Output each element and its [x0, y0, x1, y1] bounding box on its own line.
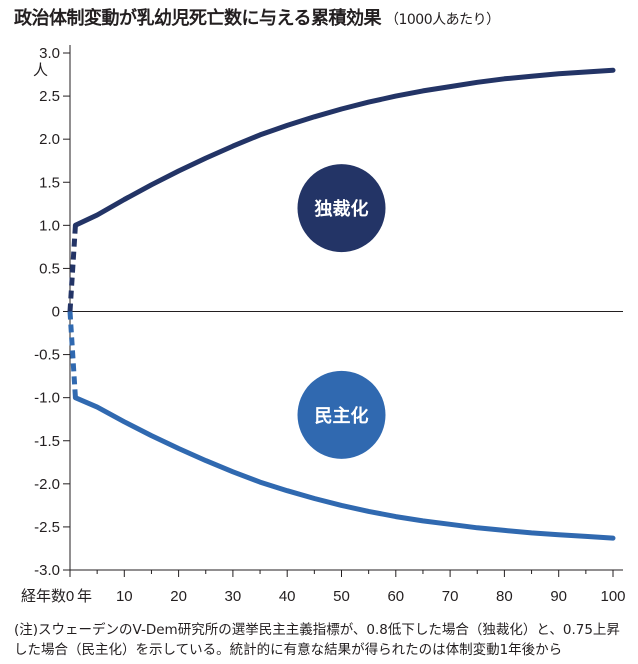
chart-title-text: 政治体制変動が乳幼児死亡数に与える累積効果	[14, 8, 381, 29]
x-axis-label: 経年数	[21, 588, 66, 605]
y-tick-label: -2.0	[34, 476, 60, 493]
series-line	[72, 395, 616, 541]
y-tick-label: 1.5	[39, 174, 60, 191]
y-tick-label: -2.5	[34, 519, 60, 536]
y-tick-label: -0.5	[34, 347, 60, 364]
x-tick-label: 30	[225, 588, 242, 605]
chart-subtitle: （1000人あたり）	[384, 12, 500, 28]
x-tick-label: 60	[387, 588, 404, 605]
y-tick-label: 2.0	[39, 131, 60, 148]
series-label-circle	[297, 164, 386, 253]
series-jump-dashed	[67, 311, 78, 398]
x-tick-label: 20	[170, 588, 187, 605]
y-tick-label: 0.5	[39, 260, 60, 277]
y-tick-label: 1.0	[39, 217, 60, 234]
y-tick-label: -1.0	[34, 390, 60, 407]
x-tick-label: 50	[333, 588, 350, 605]
series-label-text: 民主化	[315, 405, 369, 427]
y-tick-label: 2.5	[39, 88, 60, 105]
x-tick-label: 10	[116, 588, 133, 605]
y-tick-label: -3.0	[34, 562, 60, 579]
x-tick-label: 90	[550, 588, 567, 605]
x-tick-label: 100	[600, 588, 625, 605]
x-tick-label: 80	[496, 588, 513, 605]
x-axis-unit: 年	[77, 588, 92, 605]
series-label-text: 独裁化	[315, 198, 369, 220]
x-tick-label: 70	[442, 588, 459, 605]
series-democratization	[67, 311, 616, 541]
line-chart: 3.0 2.5 2.0 1.5 1.0 0.5 0 -0.5 -1.0 -1.5 -2.0 -2.5 -…	[21, 45, 626, 605]
series-label-circle	[297, 370, 386, 459]
x-tick-label: 0	[66, 588, 74, 605]
series-jump-dashed	[67, 225, 78, 312]
y-axis-ticks: 3.0 2.5 2.0 1.5 1.0 0.5 0 -0.5 -1.0 -1.5 -2.0 -2.5 -…	[33, 45, 70, 579]
x-axis-ticks: 0 10 20 30 40 50 60 70 80 90 100 経年数年	[21, 570, 626, 605]
series-layer	[67, 67, 616, 541]
footnote: (注)スウェーデンのV-Dem研究所の選挙民主主義指標が、0.8低下した場合（独…	[14, 622, 620, 658]
series-line	[72, 67, 616, 228]
axes	[69, 45, 623, 571]
y-tick-label: 0	[52, 304, 60, 321]
chart-title: 政治体制変動が乳幼児死亡数に与える累積効果 （1000人あたり）	[14, 4, 500, 30]
y-axis-unit: 人	[33, 62, 48, 79]
series-autocratization	[67, 67, 616, 312]
y-tick-label: 3.0	[39, 45, 60, 62]
x-tick-label: 40	[279, 588, 296, 605]
y-tick-label: -1.5	[34, 433, 60, 450]
